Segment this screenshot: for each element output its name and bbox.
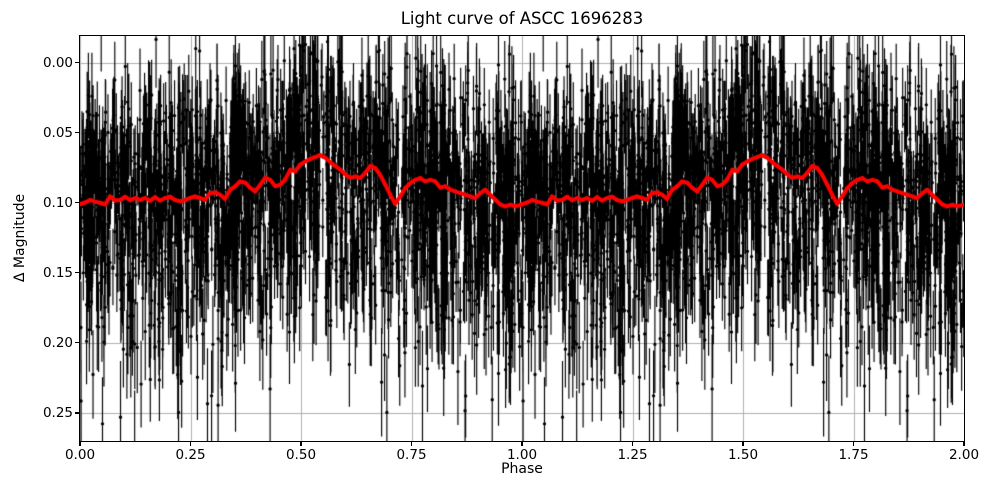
x-tick-mark <box>79 442 81 446</box>
y-tick-mark <box>75 412 79 414</box>
x-axis-label: Phase <box>501 461 543 477</box>
x-tick-mark <box>742 442 744 446</box>
x-tick-mark <box>631 442 634 446</box>
y-tick-label: 0.05 <box>42 124 73 141</box>
x-tick-label: 1.75 <box>838 447 869 463</box>
x-tick-label: 0.50 <box>285 447 317 463</box>
x-tick-mark <box>189 442 192 446</box>
x-tick-label: 0.00 <box>64 447 96 463</box>
y-tick-label: 0.10 <box>42 194 73 211</box>
x-tick-label: 1.25 <box>617 447 648 463</box>
y-tick-mark <box>75 272 79 274</box>
x-tick-mark <box>963 442 965 446</box>
x-tick-label: 0.25 <box>175 447 206 463</box>
chart-title: Light curve of ASCC 1696283 <box>400 9 644 28</box>
y-tick-label: 0.20 <box>42 334 73 351</box>
x-tick-label: 0.75 <box>396 447 427 463</box>
plot-canvas <box>80 36 964 441</box>
y-tick-mark <box>75 202 79 204</box>
x-tick-label: 1.50 <box>727 447 759 463</box>
y-tick-label: 0.15 <box>42 264 73 281</box>
plot-area <box>79 35 965 442</box>
x-tick-label: 2.00 <box>948 447 980 463</box>
x-tick-mark <box>852 442 855 446</box>
y-tick-mark <box>75 62 79 64</box>
y-tick-mark <box>75 342 79 344</box>
x-tick-mark <box>521 442 523 446</box>
x-tick-mark <box>300 442 302 446</box>
y-tick-label: 0.00 <box>42 54 73 71</box>
x-tick-mark <box>410 442 413 446</box>
y-tick-label: 0.25 <box>42 404 73 421</box>
y-tick-mark <box>75 132 79 134</box>
x-tick-label: 1.00 <box>506 447 538 463</box>
